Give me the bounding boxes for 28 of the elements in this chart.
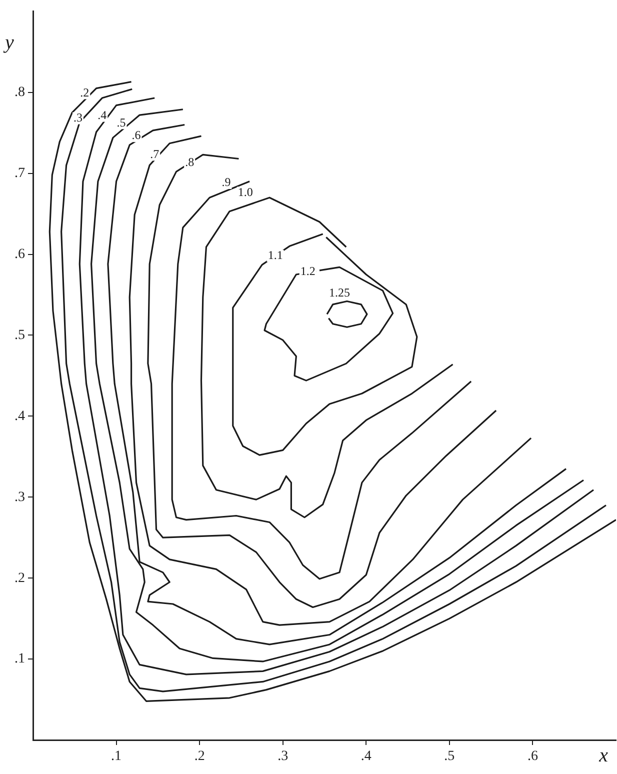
annotation: .5 [116, 115, 126, 130]
x-tick-label: .2 [194, 749, 205, 764]
y-tick-label: .3 [14, 490, 25, 505]
x-tick-label: .6 [527, 749, 538, 764]
annotation: 1.1 [268, 248, 283, 262]
x-tick-label: .5 [444, 749, 455, 764]
y-axis-title: y [3, 32, 14, 54]
x-tick-label: .1 [111, 749, 122, 764]
annotation: .9 [222, 175, 231, 190]
annotation: 1.0 [238, 184, 253, 199]
y-tick-label: .4 [14, 408, 25, 424]
annotation: .3 [73, 110, 82, 124]
y-tick-label: .8 [14, 85, 25, 100]
y-tick-label: .5 [14, 328, 25, 343]
annotation: 1.2 [300, 264, 316, 278]
x-tick-label: .3 [278, 749, 288, 764]
annotation: 1.25 [328, 285, 350, 300]
x-axis-title: x [598, 744, 608, 766]
y-tick-label: .6 [14, 246, 25, 262]
annotation: .2 [80, 85, 90, 100]
y-tick-label: .1 [14, 652, 25, 667]
annotation: .8 [185, 154, 194, 169]
x-tick-label: .4 [360, 749, 372, 764]
y-tick-label: .7 [14, 166, 25, 181]
annotation: .4 [98, 108, 107, 122]
annotation: .7 [150, 146, 160, 161]
y-tick-label: .2 [14, 570, 25, 586]
annotation: .6 [132, 128, 141, 142]
